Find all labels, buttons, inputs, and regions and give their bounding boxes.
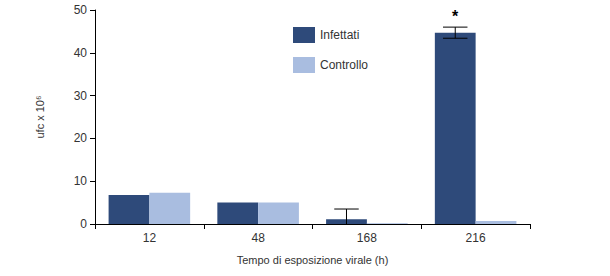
svg-text:50: 50 bbox=[74, 3, 88, 17]
svg-text:216: 216 bbox=[466, 231, 486, 245]
svg-text:0: 0 bbox=[80, 217, 87, 231]
svg-text:40: 40 bbox=[74, 46, 88, 60]
svg-text:*: * bbox=[452, 8, 459, 25]
svg-text:48: 48 bbox=[251, 231, 265, 245]
svg-text:12: 12 bbox=[143, 231, 157, 245]
svg-text:ufc x 10⁶: ufc x 10⁶ bbox=[34, 95, 46, 138]
svg-text:168: 168 bbox=[357, 231, 377, 245]
svg-text:Tempo di esposizione virale (h: Tempo di esposizione virale (h) bbox=[237, 254, 389, 266]
svg-text:30: 30 bbox=[74, 89, 88, 103]
svg-text:10: 10 bbox=[74, 174, 88, 188]
svg-text:Controllo: Controllo bbox=[320, 58, 368, 72]
svg-text:20: 20 bbox=[74, 131, 88, 145]
svg-text:Infettati: Infettati bbox=[320, 28, 359, 42]
